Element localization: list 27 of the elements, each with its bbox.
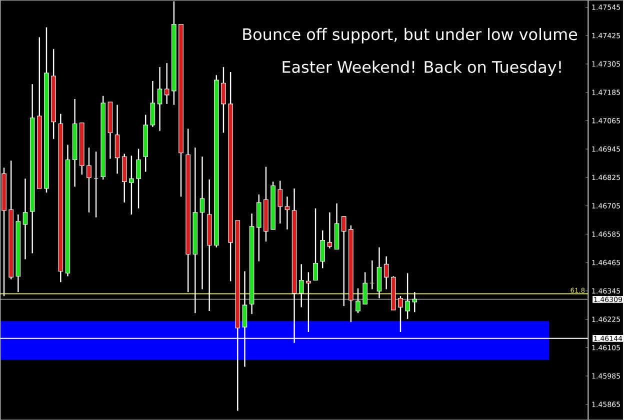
candlestick bbox=[278, 180, 283, 224]
annotation: Easter Weekend! Back on Tuesday! bbox=[282, 60, 561, 76]
candlestick bbox=[114, 104, 120, 174]
candlestick bbox=[313, 208, 318, 281]
candlestick bbox=[412, 291, 418, 313]
candlestick bbox=[384, 256, 389, 290]
candlestick bbox=[405, 272, 410, 320]
candlestick bbox=[200, 156, 205, 290]
candlestick bbox=[341, 216, 346, 307]
candlestick bbox=[398, 295, 403, 333]
candlestick bbox=[221, 66, 226, 134]
candlestick bbox=[327, 212, 332, 249]
candlestick bbox=[150, 80, 156, 128]
candlestick bbox=[164, 62, 170, 104]
candlestick bbox=[362, 272, 368, 305]
candlestick bbox=[306, 272, 311, 333]
annotation: Bounce off support, but under low volume bbox=[243, 28, 578, 44]
candlestick bbox=[356, 288, 360, 314]
candlestick bbox=[136, 148, 141, 209]
candlestick bbox=[284, 196, 290, 230]
candlestick bbox=[129, 155, 134, 216]
candlestick bbox=[157, 66, 162, 132]
candlestick bbox=[86, 147, 92, 213]
candlestick bbox=[320, 230, 325, 269]
candlestick bbox=[298, 264, 304, 308]
candlestick bbox=[22, 178, 28, 260]
candlestick bbox=[376, 246, 382, 299]
